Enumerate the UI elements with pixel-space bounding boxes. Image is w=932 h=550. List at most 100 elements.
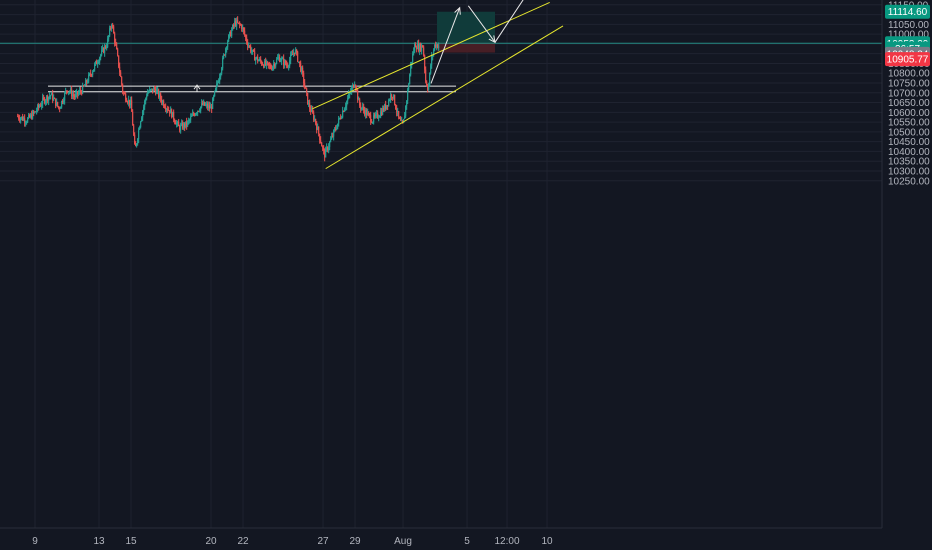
candle-down: [174, 119, 176, 123]
candle-up: [172, 111, 174, 118]
candle-up: [36, 110, 38, 112]
candle-down: [224, 54, 226, 56]
candle-up: [358, 99, 360, 101]
candle-up: [75, 93, 77, 97]
candle-down: [117, 49, 119, 56]
candle-up: [220, 73, 222, 77]
candle-down: [360, 105, 362, 109]
candle-down: [114, 33, 116, 43]
time-axis-label: 15: [125, 536, 137, 547]
candle-up: [228, 35, 230, 42]
time-axis-label: 20: [205, 536, 217, 547]
candle-down: [396, 109, 398, 113]
candle-up: [390, 95, 392, 101]
candle-up: [328, 146, 330, 151]
candle-up: [181, 123, 183, 126]
candle-down: [247, 42, 249, 47]
candle-up: [48, 96, 50, 101]
candle-down: [116, 43, 118, 50]
candle-down: [374, 115, 376, 117]
candle-down: [423, 47, 425, 56]
candle-down: [437, 44, 439, 48]
candle-down: [320, 140, 322, 143]
price-tag-label: 11114.60: [888, 7, 928, 18]
candle-down: [134, 134, 136, 145]
candle-up: [417, 43, 419, 50]
candle-up: [330, 139, 332, 142]
candle-up: [386, 105, 388, 110]
candle-down: [120, 72, 122, 77]
candle-down: [296, 49, 298, 52]
candle-up: [311, 109, 313, 112]
candle-up: [308, 103, 310, 105]
candle-up: [140, 121, 142, 128]
candle-up: [223, 54, 225, 59]
candle-up: [95, 61, 97, 65]
candle-down: [123, 92, 125, 94]
candle-up: [190, 116, 192, 120]
candle-up: [149, 89, 151, 92]
candle-up: [102, 47, 104, 51]
candle-up: [288, 65, 290, 67]
candle-down: [422, 45, 424, 48]
candle-up: [150, 89, 152, 91]
candle-up: [281, 58, 283, 62]
candle-down: [363, 106, 365, 111]
candle-down: [304, 83, 306, 87]
candle-down: [270, 65, 272, 69]
candle-up: [388, 100, 390, 106]
candle-down: [302, 67, 304, 74]
candle-up: [362, 106, 364, 108]
candle-up: [255, 58, 257, 61]
candle-down: [55, 98, 57, 106]
candle-up: [72, 94, 74, 97]
candle-down: [182, 123, 184, 129]
candle-down: [249, 45, 251, 47]
candle-down: [133, 125, 135, 135]
candle-down: [22, 116, 24, 121]
candle-down: [52, 92, 54, 101]
candle-down: [105, 46, 107, 48]
candle-down: [33, 111, 35, 113]
candle-down: [250, 46, 252, 52]
candle-up: [314, 119, 316, 121]
candle-down: [152, 88, 154, 92]
candle-down: [59, 107, 61, 109]
candle-up: [336, 128, 338, 130]
candle-up: [63, 100, 65, 103]
target-zone: [437, 11, 496, 43]
candle-up: [46, 96, 48, 101]
candle-up: [176, 122, 178, 125]
candle-down: [66, 90, 68, 92]
projection-arrow-2: [494, 0, 524, 43]
candle-down: [155, 89, 157, 94]
candle-up: [109, 28, 111, 36]
candle-up: [101, 50, 103, 55]
candle-up: [404, 115, 406, 120]
time-axis-label: 10: [541, 536, 553, 547]
candle-up: [407, 89, 409, 101]
candle-up: [414, 44, 416, 52]
candle-up: [405, 105, 407, 116]
candle-down: [254, 51, 256, 61]
stop-zone: [437, 42, 496, 53]
candle-up: [291, 54, 293, 56]
candle-down: [80, 90, 82, 92]
candle-up: [32, 111, 34, 119]
candle-up: [413, 51, 415, 54]
candle-up: [232, 24, 234, 30]
candle-up: [345, 106, 347, 109]
candle-down: [271, 68, 273, 70]
drawings: [312, 0, 564, 170]
candle-down: [178, 122, 180, 127]
price-axis-label: 10650.00: [888, 98, 930, 109]
candle-up: [342, 111, 344, 118]
candle-down: [167, 108, 169, 111]
candle-up: [280, 61, 282, 63]
candle-up: [365, 110, 367, 115]
candle-down: [391, 95, 393, 98]
candle-up: [49, 96, 51, 98]
candle-down: [112, 25, 114, 27]
candle-up: [34, 111, 36, 113]
